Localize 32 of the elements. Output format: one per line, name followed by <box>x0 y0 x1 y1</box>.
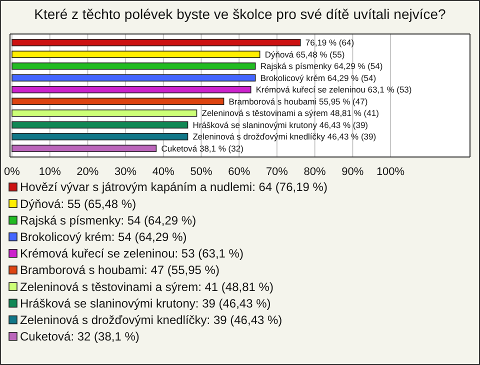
data-label: Brokolicový krém 64,29 % (54) <box>260 72 376 83</box>
legend-label: Brokolicový krém: 54 (64,29 %) <box>20 230 187 244</box>
data-label: 76,19 % (64) <box>305 38 354 48</box>
x-tick-label: 90% <box>342 166 364 178</box>
legend-label: Rajská s písmenky: 54 (64,29 %) <box>20 213 196 228</box>
data-label: Rajská s písmenky 64,29 % (54) <box>260 61 383 72</box>
data-label: Zeleninová s těstovinami a sýrem 48,81 % (41) <box>202 108 380 118</box>
chart-title: Které z těchto polévek byste ve školce pro své dítě uvítali nejvíce? <box>34 6 446 22</box>
x-tick-label: 10% <box>38 166 62 178</box>
x-tick-label: 100% <box>376 166 405 178</box>
data-label: Hrášková se slaninovými krutony 46,43 % (39) <box>192 120 368 130</box>
legend-label: Krémová kuřecí se zeleninou: 53 (63,1 %) <box>20 246 244 261</box>
data-label: Bramborová s houbami 55,95 % (47) <box>228 96 368 106</box>
data-label: Zeleninová s drožďovými knedlíčky 46,43 % (39) <box>192 132 376 142</box>
legend-label: Hovězí vývar s játrovým kapáním a nudlemi: 64 (76,19 %) <box>20 180 328 194</box>
x-tick-label: 20% <box>76 166 99 178</box>
legend-label: Dýňová: 55 (65,48 %) <box>20 196 136 211</box>
x-tick-label: 40% <box>152 166 175 178</box>
x-tick-label: 60% <box>228 166 250 178</box>
x-tick-label: 80% <box>304 166 326 178</box>
legend-label: Zeleninová s těstovinami a sýrem: 41 (48,81 %) <box>20 280 274 294</box>
legend-label: Zeleninová s drožďovými knedlíčky: 39 (46,43 %) <box>20 313 282 327</box>
x-tick-label: 50% <box>190 166 212 178</box>
legend-label: Cuketová: 32 (38,1 %) <box>20 330 140 344</box>
x-tick-label: 0% <box>4 166 20 178</box>
data-label: Cuketová 38,1 % (32) <box>161 143 244 154</box>
data-label: Krémová kuřecí se zeleninou 63,1 % (53) <box>256 84 412 95</box>
x-tick-label: 30% <box>114 166 137 178</box>
legend-label: Hrášková se slaninovými krutony: 39 (46,43 %) <box>20 296 271 310</box>
data-label: Dýňová 65,48 % (55) <box>264 49 345 60</box>
legend-label: Bramborová s houbami: 47 (55,95 %) <box>20 263 220 278</box>
x-tick-label: 70% <box>266 166 288 178</box>
